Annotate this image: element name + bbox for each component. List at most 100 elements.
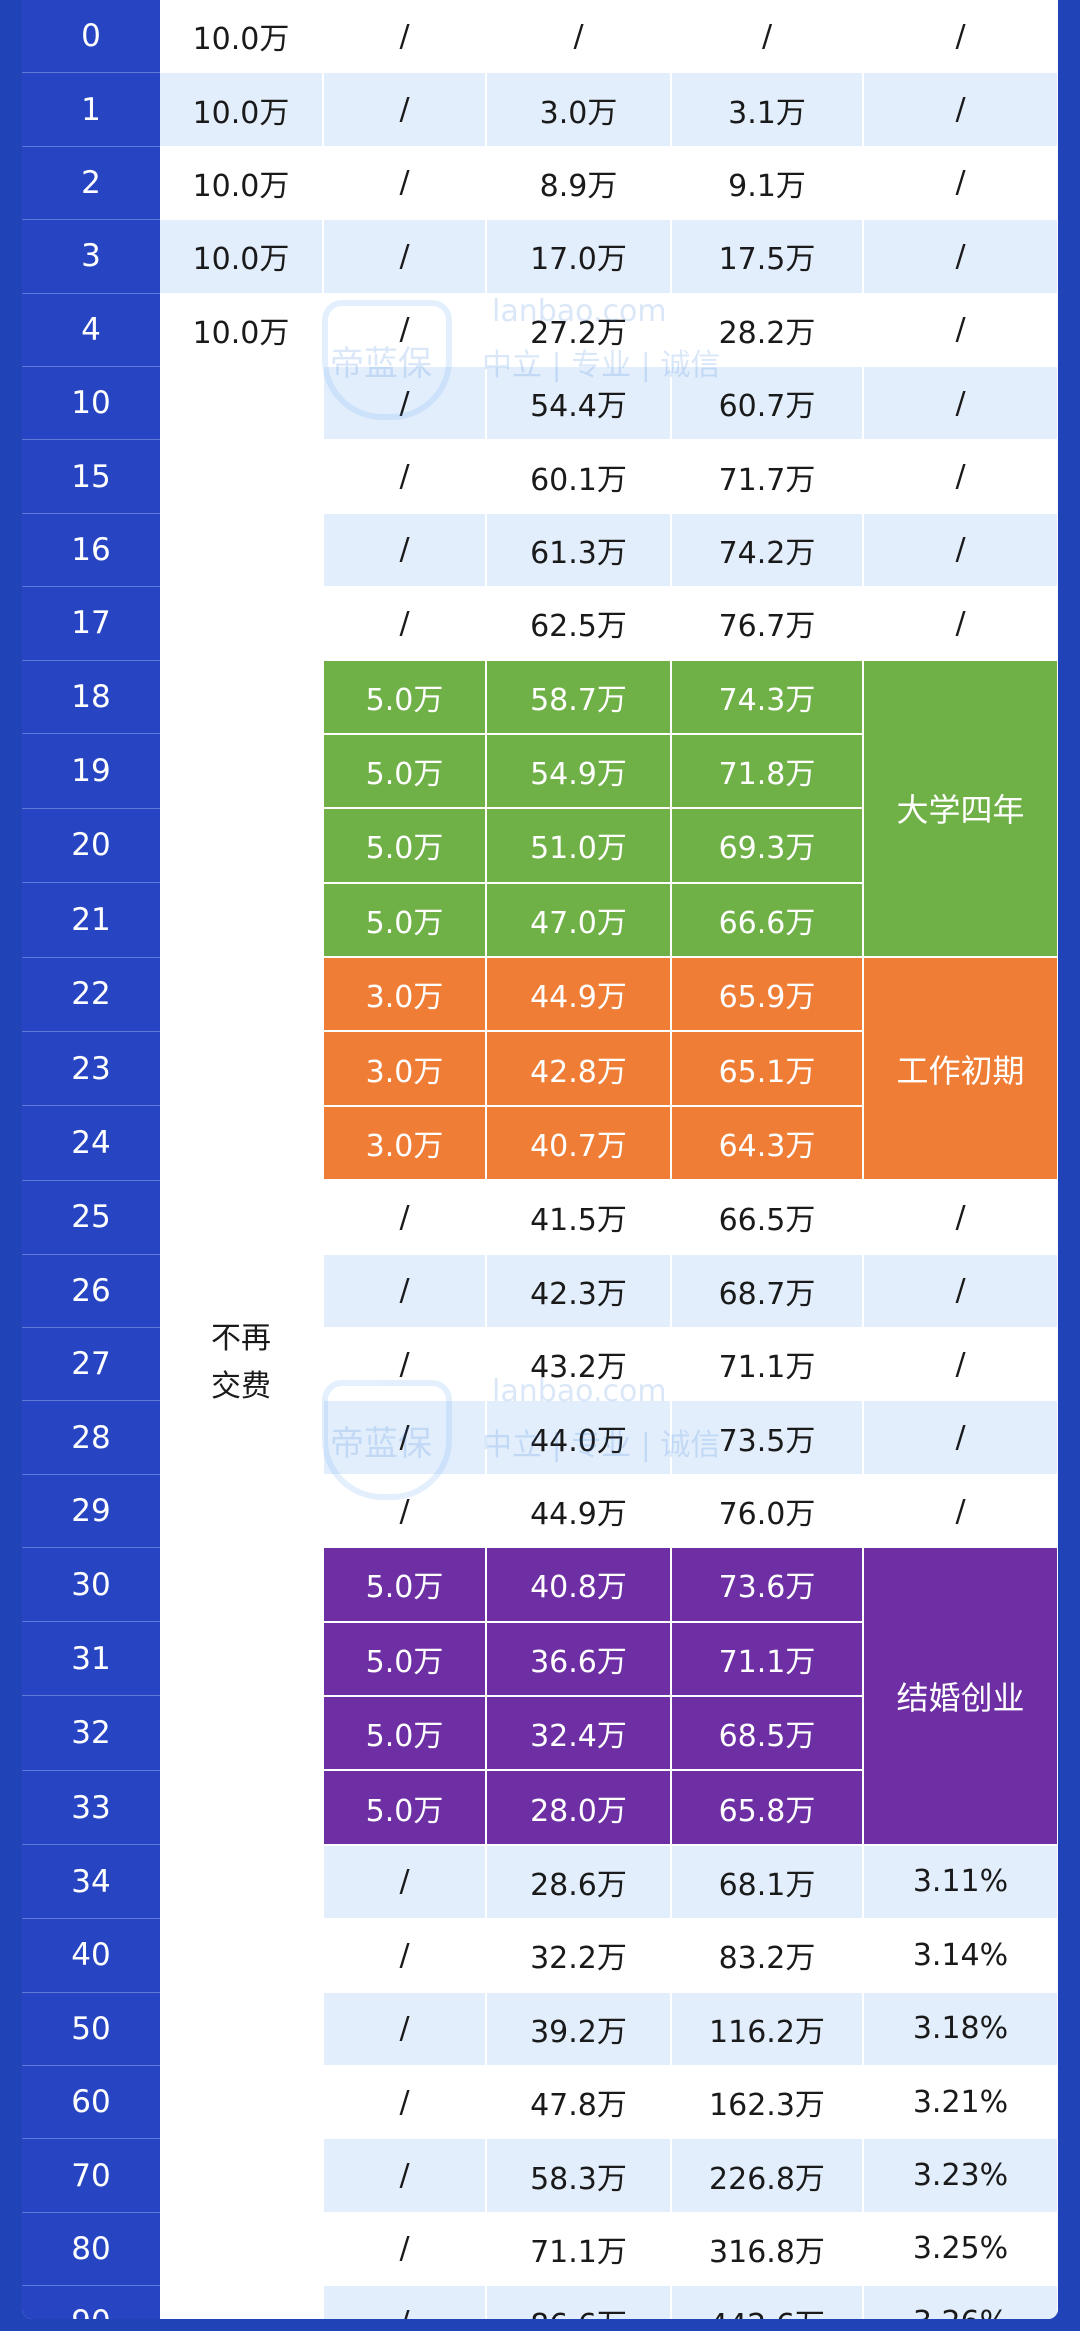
account-value-cell: 83.2万 — [671, 1918, 864, 1993]
table-row: 23 3.0万 42.8万 65.1万 — [22, 1031, 1058, 1107]
age-cell: 2 — [22, 146, 160, 221]
age-cell: 60 — [22, 2065, 160, 2140]
table-row: 40 /32.2万 83.2万 3.14% — [22, 1918, 1058, 1993]
cash-value-cell: 40.8万 — [486, 1547, 672, 1623]
premium-cell: / — [323, 2285, 487, 2319]
account-value-cell: 73.6万 — [671, 1547, 864, 1623]
account-value-cell: 316.8万 — [671, 2212, 864, 2287]
age-cell: 30 — [22, 1547, 160, 1623]
premium-cell: / — [323, 1327, 487, 1402]
age-cell: 19 — [22, 733, 160, 809]
cash-value-cell: / — [486, 0, 672, 74]
cash-value-cell: 32.2万 — [486, 1918, 672, 1993]
age-cell: 28 — [22, 1400, 160, 1475]
rate-cell: / — [863, 1474, 1058, 1549]
premium-cell: / — [323, 2212, 487, 2287]
table-row: 17/62.5万 76.7万 / — [22, 586, 1058, 661]
table-row: 10 不再 交费/54.4万 60.7万 / — [22, 366, 1058, 2319]
cash-value-cell: 60.1万 — [486, 439, 672, 514]
account-value-cell: 68.1万 — [671, 1844, 864, 1920]
premium-cell: / — [323, 1918, 487, 1993]
premium-cell: / — [323, 146, 487, 221]
premium-cell: / — [323, 1474, 487, 1549]
premium-cell: / — [323, 366, 487, 441]
account-value-cell: 116.2万 — [671, 1992, 864, 2066]
rate-cell: / — [863, 146, 1058, 221]
rate-cell: / — [863, 1254, 1058, 1329]
age-cell: 21 — [22, 882, 160, 958]
table-row: 27/43.2万 71.1万 / — [22, 1327, 1058, 1402]
account-value-cell: 76.0万 — [671, 1474, 864, 1549]
table-row: 22 3.0万 44.9万 65.9万 工作初期 — [22, 957, 1058, 1182]
label-marriage-business: 结婚创业 — [863, 1547, 1058, 1846]
rate-cell: / — [863, 513, 1058, 588]
premium-cell: / — [323, 293, 487, 367]
table-row: 0 10.0万 / / / / — [22, 0, 1058, 74]
premium-cell: 5.0万 — [323, 1547, 487, 1623]
account-value-cell: 73.5万 — [671, 1400, 864, 1475]
table-row: 80 /71.1万 316.8万 3.25% — [22, 2212, 1058, 2287]
table-row: 70 /58.3万 226.8万 3.23% — [22, 2138, 1058, 2213]
cash-value-cell: 71.1万 — [486, 2212, 672, 2287]
account-value-cell: 68.5万 — [671, 1695, 864, 1772]
table-row: 90 /86.6万442.6万3.26% — [22, 2285, 1058, 2319]
account-value-cell: / — [671, 0, 864, 74]
account-value-cell: 71.7万 — [671, 439, 864, 514]
age-cell: 40 — [22, 1918, 160, 1993]
table-row: 31 5.0万 36.6万 71.1万 — [22, 1621, 1058, 1697]
table-row: 33 5.0万 28.0万 65.8万 — [22, 1770, 1058, 1846]
rate-cell: / — [863, 0, 1058, 74]
account-value-cell: 17.5万 — [671, 219, 864, 294]
no-payment-line-2: 交费 — [211, 1368, 271, 1404]
table-row: 2 10.0万/8.9万 9.1万 / — [22, 146, 1058, 221]
age-cell: 0 — [22, 0, 160, 74]
rate-cell: / — [863, 1327, 1058, 1402]
age-cell: 80 — [22, 2212, 160, 2287]
premium-cell: 5.0万 — [323, 733, 487, 810]
table-row: 32 5.0万 32.4万 68.5万 — [22, 1695, 1058, 1772]
premium-cell: / — [323, 1400, 487, 1475]
rate-cell: / — [863, 293, 1058, 367]
age-cell: 27 — [22, 1327, 160, 1402]
cash-value-cell: 40.7万 — [486, 1105, 672, 1182]
age-cell: 29 — [22, 1474, 160, 1549]
payment-cell: 10.0万 — [160, 293, 324, 367]
premium-cell: / — [323, 586, 487, 661]
premium-cell: / — [323, 0, 487, 74]
payment-cell: 10.0万 — [160, 146, 324, 221]
premium-cell: 3.0万 — [323, 1105, 487, 1182]
cash-value-cell: 54.9万 — [486, 733, 672, 810]
cash-value-cell: 28.6万 — [486, 1844, 672, 1920]
rate-cell: 3.26% — [863, 2285, 1058, 2319]
rate-cell: / — [863, 219, 1058, 294]
rate-cell: / — [863, 72, 1058, 147]
cash-value-cell: 44.9万 — [486, 957, 672, 1033]
table-row: 16/61.3万 74.2万 / — [22, 513, 1058, 588]
label-college: 大学四年 — [863, 660, 1058, 959]
cash-value-cell: 61.3万 — [486, 513, 672, 588]
table-row: 24 3.0万 40.7万 64.3万 — [22, 1105, 1058, 1182]
account-value-cell: 60.7万 — [671, 366, 864, 441]
account-value-cell: 65.9万 — [671, 957, 864, 1033]
account-value-cell: 66.5万 — [671, 1180, 864, 1255]
cash-value-cell: 47.8万 — [486, 2065, 672, 2140]
premium-cell: 5.0万 — [323, 1695, 487, 1772]
cash-value-cell: 47.0万 — [486, 882, 672, 959]
premium-cell: / — [323, 1180, 487, 1255]
cash-value-cell: 3.0万 — [486, 72, 672, 147]
table-row: 4 10.0万/27.2万 28.2万 / — [22, 293, 1058, 367]
premium-cell: / — [323, 1844, 487, 1920]
age-cell: 17 — [22, 586, 160, 661]
cash-value-cell: 58.3万 — [486, 2138, 672, 2213]
premium-cell: / — [323, 2065, 487, 2140]
premium-cell: 5.0万 — [323, 1770, 487, 1846]
payment-cell: 10.0万 — [160, 219, 324, 294]
age-cell: 10 — [22, 366, 160, 441]
account-value-cell: 69.3万 — [671, 808, 864, 884]
table-row: 60 /47.8万 162.3万 3.21% — [22, 2065, 1058, 2140]
table-row: 3 10.0万/17.0万 17.5万 / — [22, 219, 1058, 294]
cash-value-cell: 17.0万 — [486, 219, 672, 294]
age-cell: 23 — [22, 1031, 160, 1107]
cash-value-cell: 58.7万 — [486, 660, 672, 735]
account-value-cell: 3.1万 — [671, 72, 864, 147]
